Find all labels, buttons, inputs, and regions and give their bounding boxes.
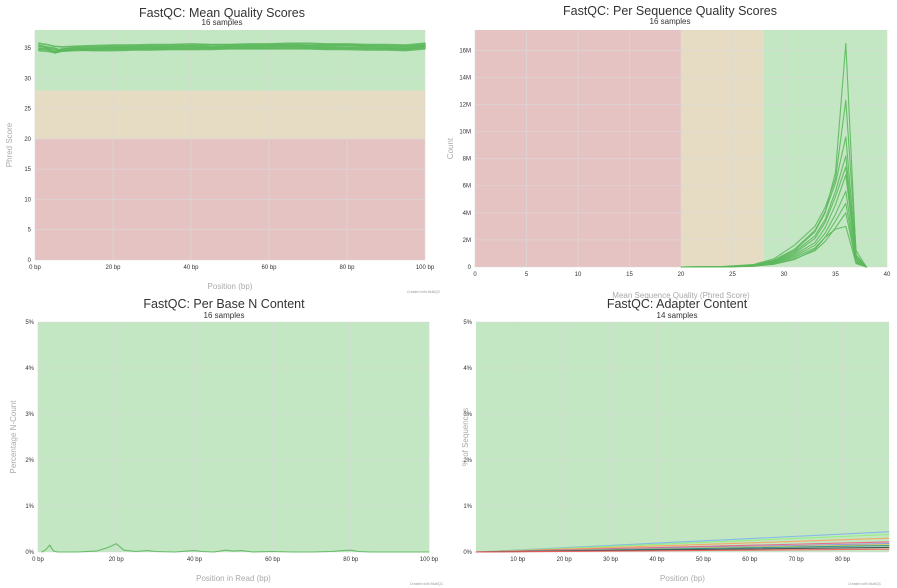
band-good <box>476 322 889 552</box>
y-tick-label: 30 <box>24 76 31 82</box>
x-tick-label: 100 bp <box>416 265 435 271</box>
chart-panel-4: 10 bp 20 bp 30 bp 40 bp 50 bp 60 bp 70 bp 80 bp… <box>461 297 890 586</box>
y-tick-label: 12M <box>459 102 471 108</box>
y-axis-label: Count <box>446 137 455 159</box>
y-tick-label: 6M <box>463 184 471 190</box>
band-good <box>38 322 429 552</box>
y-tick-label: 1% <box>463 504 472 510</box>
y-tick-label: 0% <box>463 550 472 556</box>
x-tick-label: 60 bp <box>261 265 277 271</box>
x-tick-label: 15 <box>626 272 633 278</box>
x-tick-label: 30 <box>781 272 788 278</box>
y-tick-label: 3% <box>25 412 34 418</box>
credit-text[interactable]: Created with MultiQC <box>410 582 444 586</box>
y-tick-label: 2M <box>463 238 471 244</box>
y-tick-label: 25 <box>24 107 31 113</box>
y-tick-label: 5 <box>28 228 32 234</box>
series-line[interactable] <box>475 548 890 553</box>
y-tick-label: 0 <box>28 258 32 264</box>
chart-subtitle: 16 samples <box>202 18 243 27</box>
band-warn <box>681 30 764 267</box>
y-axis-label: Phred Score <box>5 122 14 167</box>
x-axis-label: Mean Sequence Quality (Phred Score) <box>612 291 750 300</box>
x-tick-label: 0 <box>473 272 477 278</box>
y-tick-label: 3% <box>463 412 472 418</box>
credit-text[interactable]: Created with MultiQC <box>848 582 882 586</box>
x-tick-label: 60 bp <box>265 557 281 563</box>
x-tick-label: 80 bp <box>339 265 355 271</box>
x-axis-label: Position (bp) <box>660 574 705 583</box>
x-tick-label: 10 bp <box>510 557 526 563</box>
band-good <box>35 30 425 91</box>
y-tick-label: 2% <box>463 458 472 464</box>
x-axis-label: Position (bp) <box>208 282 253 291</box>
x-tick-label: 40 bp <box>649 557 665 563</box>
x-tick-label: 10 <box>575 272 582 278</box>
y-tick-label: 20 <box>24 137 31 143</box>
chart-subtitle: 16 samples <box>650 17 691 26</box>
y-tick-label: 16M <box>459 48 471 54</box>
y-tick-label: 4% <box>463 366 472 372</box>
y-tick-label: 1% <box>25 504 34 510</box>
chart-title: FastQC: Per Sequence Quality Scores <box>563 4 777 18</box>
chart-subtitle: 16 samples <box>204 311 245 320</box>
y-tick-label: 4% <box>25 366 34 372</box>
x-tick-label: 0 bp <box>29 265 41 271</box>
series-line[interactable] <box>680 225 867 268</box>
x-tick-label: 60 bp <box>742 557 758 563</box>
y-tick-label: 10M <box>459 130 471 136</box>
y-tick-label: 5% <box>463 320 472 326</box>
y-tick-label: 4M <box>463 211 471 217</box>
y-tick-label: 14M <box>459 75 471 81</box>
y-tick-label: 35 <box>24 46 31 52</box>
series-line[interactable] <box>475 533 890 553</box>
y-axis-label: % of Sequences <box>461 408 470 466</box>
credit-text[interactable]: Created with MultiQC <box>407 290 441 294</box>
x-tick-label: 20 bp <box>557 557 573 563</box>
x-tick-label: 40 bp <box>183 265 199 271</box>
y-tick-label: 0% <box>25 550 34 556</box>
series-line[interactable] <box>41 543 430 553</box>
series-line[interactable] <box>38 43 426 51</box>
x-tick-label: 70 bp <box>789 557 805 563</box>
x-tick-label: 40 bp <box>187 557 203 563</box>
y-axis-label: Percentage N-Count <box>9 400 18 474</box>
y-tick-label: 5% <box>25 320 34 326</box>
y-tick-label: 15 <box>24 167 31 173</box>
x-tick-label: 25 <box>729 272 736 278</box>
chart-panel-3: 0 bp 20 bp 40 bp 60 bp 80 bp 100 bp 0% 1% 2% 3% 4%… <box>9 297 444 586</box>
y-tick-label: 0 <box>468 265 472 271</box>
x-tick-label: 30 bp <box>603 557 619 563</box>
chart-subtitle: 14 samples <box>657 311 698 320</box>
x-tick-label: 80 bp <box>343 557 359 563</box>
x-tick-label: 20 bp <box>109 557 125 563</box>
series-line[interactable] <box>475 537 890 553</box>
x-tick-label: 80 bp <box>835 557 851 563</box>
y-tick-label: 10 <box>24 197 31 203</box>
chart-title: FastQC: Adapter Content <box>607 297 748 311</box>
x-tick-label: 20 <box>678 272 685 278</box>
x-tick-label: 20 bp <box>105 265 121 271</box>
x-tick-label: 100 bp <box>420 557 439 563</box>
y-tick-label: 8M <box>463 157 471 163</box>
y-tick-label: 2% <box>25 458 34 464</box>
series-line[interactable] <box>38 47 426 54</box>
x-axis-label: Position in Read (bp) <box>196 574 271 583</box>
x-tick-label: 40 <box>884 272 891 278</box>
x-tick-label: 35 <box>832 272 839 278</box>
chart-panel-2: 0 5 10 15 20 25 30 35 40 0 2M 4M 6M 8M 10M 12M 14M 16M Fas… <box>446 4 891 300</box>
chart-title: FastQC: Per Base N Content <box>143 297 305 311</box>
chart-title: FastQC: Mean Quality Scores <box>139 6 305 20</box>
band-good <box>763 30 887 267</box>
chart-panel-1: 0 bp 20 bp 40 bp 60 bp 80 bp 100 bp 0 5 10 15 20 25… <box>5 6 441 294</box>
x-tick-label: 50 bp <box>696 557 712 563</box>
x-tick-label: 5 <box>525 272 529 278</box>
x-tick-label: 0 bp <box>32 557 44 563</box>
band-warn <box>35 90 425 139</box>
